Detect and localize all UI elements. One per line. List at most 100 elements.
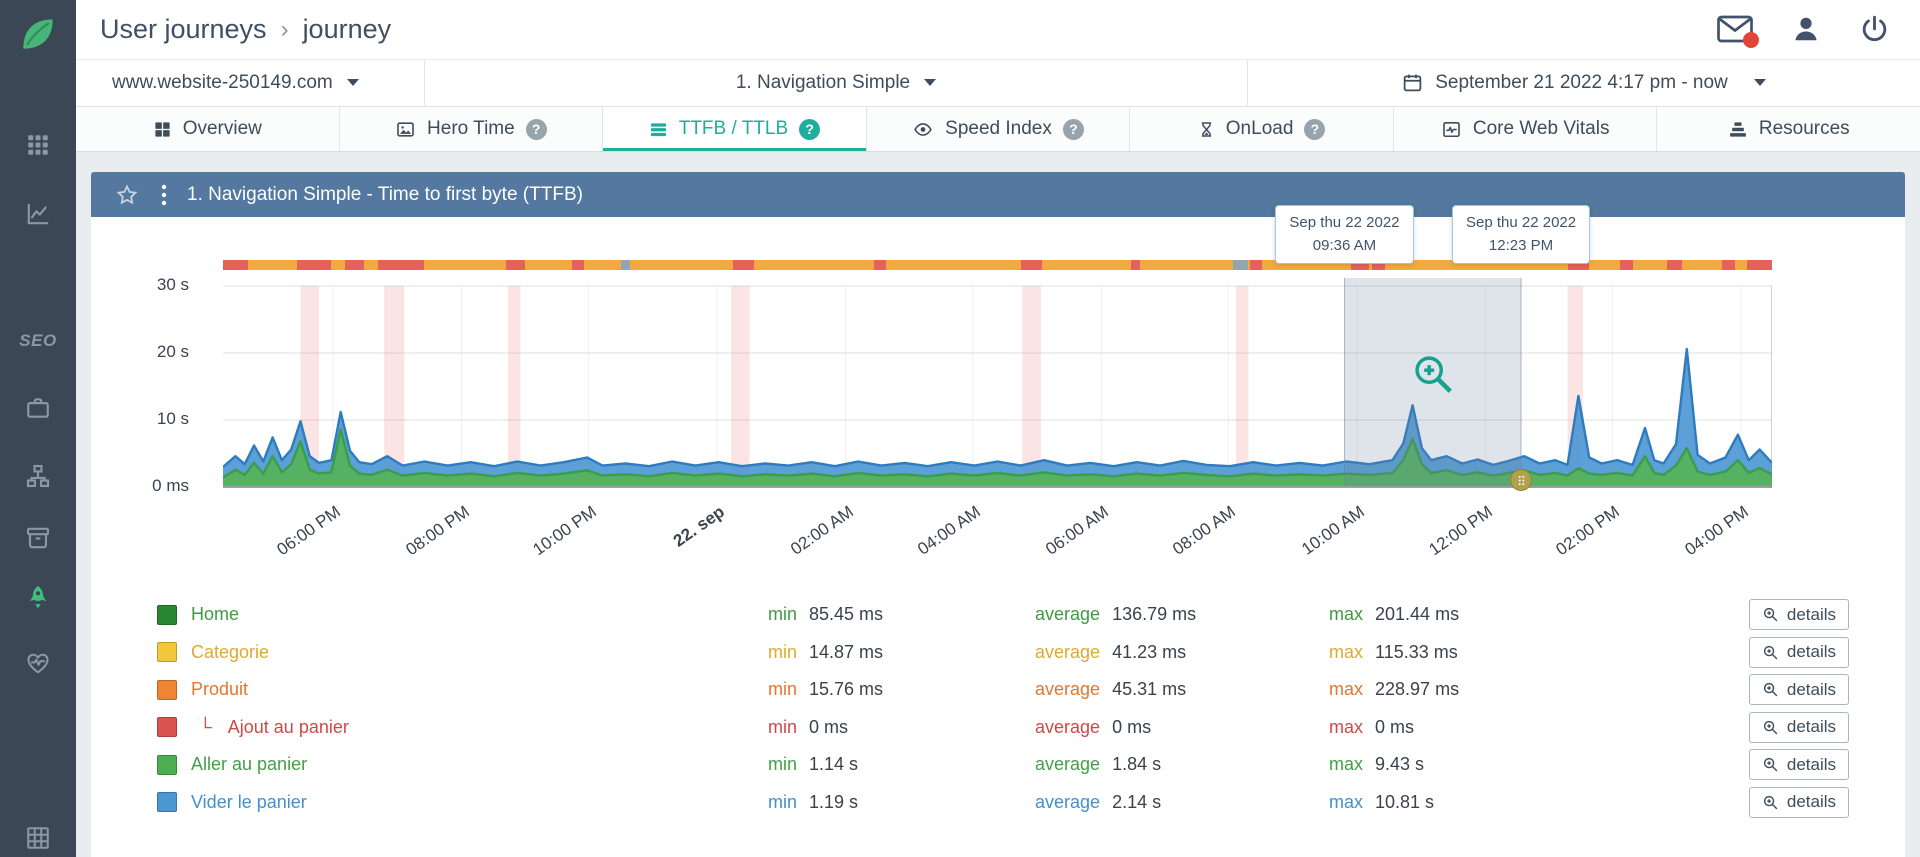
sidebar-item-archive-box[interactable] <box>25 524 51 551</box>
tooltip-time: 12:23 PM <box>1488 236 1554 254</box>
site-select-value: www.website-250149.com <box>112 71 333 93</box>
sidebar-item-table-grid[interactable] <box>25 824 51 851</box>
journey-select[interactable]: 1. Navigation Simple <box>425 59 1248 107</box>
max-label: max <box>1329 754 1364 775</box>
average-value: 2.14 s <box>1112 791 1162 812</box>
content: 1. Navigation Simple - Time to first byt… <box>76 152 1920 857</box>
sidebar-item-briefcase[interactable] <box>25 394 51 421</box>
details-button[interactable]: details <box>1748 674 1849 706</box>
x-tick-label: 04:00 AM <box>913 502 984 559</box>
help-icon[interactable]: ? <box>1304 118 1326 140</box>
sidebar-item-line-chart[interactable] <box>25 200 51 227</box>
help-icon[interactable]: ? <box>525 118 547 140</box>
series-name: Vider le panier <box>191 791 307 812</box>
average-stat: average 1.84 s <box>1035 754 1329 775</box>
series-swatch <box>157 792 177 813</box>
max-stat: max 228.97 ms <box>1329 679 1737 700</box>
details-button[interactable]: details <box>1748 786 1849 818</box>
details-button[interactable]: details <box>1748 711 1849 743</box>
x-tick-label: 22. sep <box>669 502 729 551</box>
min-value: 14.87 ms <box>809 641 884 662</box>
min-value: 1.19 s <box>809 791 859 812</box>
max-stat: max 201.44 ms <box>1329 604 1737 625</box>
selection-start-tooltip: Sep thu 22 2022 09:36 AM <box>1275 205 1414 264</box>
status-strip-segment-muted <box>621 260 631 270</box>
min-label: min <box>768 754 798 775</box>
average-value: 1.84 s <box>1112 754 1162 775</box>
tab-label: Core Web Vitals <box>1472 118 1610 140</box>
zoom-in-icon[interactable] <box>1410 351 1456 402</box>
breadcrumb-separator-icon: › <box>280 16 289 44</box>
sitemap-icon <box>26 464 50 487</box>
max-label: max <box>1329 604 1364 625</box>
status-strip-segment-red <box>1747 260 1772 270</box>
favorite-star-icon[interactable] <box>115 183 139 207</box>
status-strip-segment-red <box>1350 260 1370 270</box>
sidebar-item-sitemap[interactable] <box>25 462 51 489</box>
min-value: 1.14 s <box>809 754 859 775</box>
average-label: average <box>1035 679 1101 700</box>
speed-index-eye-icon <box>914 122 933 136</box>
average-value: 136.79 ms <box>1112 604 1197 625</box>
panel-body: 30 s 20 s 10 s 0 ms 06:00 PM 08:00 PM 10:00 P… <box>91 205 1905 857</box>
max-stat: max 0 ms <box>1329 717 1737 738</box>
legend: Home min 85.45 ms average 136.79 ms max 201.44… <box>91 596 1905 821</box>
help-icon[interactable]: ? <box>799 118 821 140</box>
status-strip-segment-red <box>1020 260 1043 270</box>
tab-core-web-vitals[interactable]: Core Web Vitals <box>1394 107 1658 151</box>
min-label: min <box>768 604 798 625</box>
tab-overview[interactable]: Overview <box>76 107 340 151</box>
tab-label: TTFB / TTLB <box>678 118 789 140</box>
sidebar-nav: SEO <box>0 59 76 851</box>
sidebar-item-rocket[interactable] <box>25 583 51 610</box>
sidebar-item-heart-pulse[interactable] <box>25 649 51 676</box>
min-value: 15.76 ms <box>809 679 884 700</box>
date-range-select[interactable]: September 21 2022 4:17 pm - now <box>1248 60 1920 106</box>
status-strip-segment-red <box>377 260 425 270</box>
help-icon[interactable]: ? <box>1062 118 1084 140</box>
max-value: 0 ms <box>1375 716 1415 737</box>
tab-label: Hero Time <box>427 118 515 140</box>
mail-icon[interactable] <box>1717 15 1759 49</box>
drag-handle-icon <box>1518 475 1524 485</box>
min-label: min <box>768 679 798 700</box>
details-button[interactable]: details <box>1748 599 1849 631</box>
details-button[interactable]: details <box>1748 749 1849 781</box>
sidebar-item-seo-label[interactable]: SEO <box>19 327 56 354</box>
legend-row: Produit min 15.76 ms average 45.31 ms max 228.… <box>91 671 1905 709</box>
tab-speed-index[interactable]: Speed Index? <box>867 107 1131 151</box>
details-button[interactable]: details <box>1748 636 1849 668</box>
tab-onload[interactable]: OnLoad? <box>1130 107 1394 151</box>
tab-ttfb-ttlb[interactable]: TTFB / TTLB? <box>603 107 867 151</box>
leaf-logo-icon[interactable] <box>18 14 58 59</box>
chevron-down-icon <box>1753 79 1766 87</box>
ttfb-chart-svg[interactable] <box>223 278 1772 495</box>
sidebar-item-apps-grid[interactable] <box>25 131 51 158</box>
x-tick-label: 12:00 PM <box>1425 502 1497 560</box>
details-label: details <box>1786 754 1836 774</box>
average-label: average <box>1035 641 1101 662</box>
breadcrumb-section[interactable]: User journeys <box>100 13 267 44</box>
series-swatch <box>157 604 177 625</box>
status-strip-segment-red <box>732 260 755 270</box>
kebab-menu-icon[interactable] <box>161 183 167 207</box>
series-name-cell: Categorie <box>157 642 768 663</box>
max-value: 115.33 ms <box>1375 641 1458 662</box>
min-stat: min 85.45 ms <box>768 604 1035 625</box>
user-icon[interactable] <box>1791 14 1821 44</box>
legend-row: Home min 85.45 ms average 136.79 ms max 201.44… <box>91 596 1905 634</box>
status-strip-segment-red <box>506 260 526 270</box>
tab-resources[interactable]: Resources <box>1657 107 1920 151</box>
status-strip <box>223 260 1772 270</box>
series-name-cell: Produit <box>157 679 768 700</box>
overview-grid-icon <box>155 121 170 137</box>
series-name: Categorie <box>191 641 270 662</box>
selection-drag-handle[interactable] <box>1510 469 1533 491</box>
line-chart-icon <box>27 203 49 224</box>
series-name-cell: Vider le panier <box>157 792 768 813</box>
legend-row: Aller au panier min 1.14 s average 1.84 s max… <box>91 746 1905 784</box>
tab-hero-time[interactable]: Hero Time? <box>340 107 604 151</box>
site-select[interactable]: www.website-250149.com <box>76 59 425 107</box>
power-icon[interactable] <box>1859 14 1890 45</box>
average-stat: average 41.23 ms <box>1035 642 1329 663</box>
